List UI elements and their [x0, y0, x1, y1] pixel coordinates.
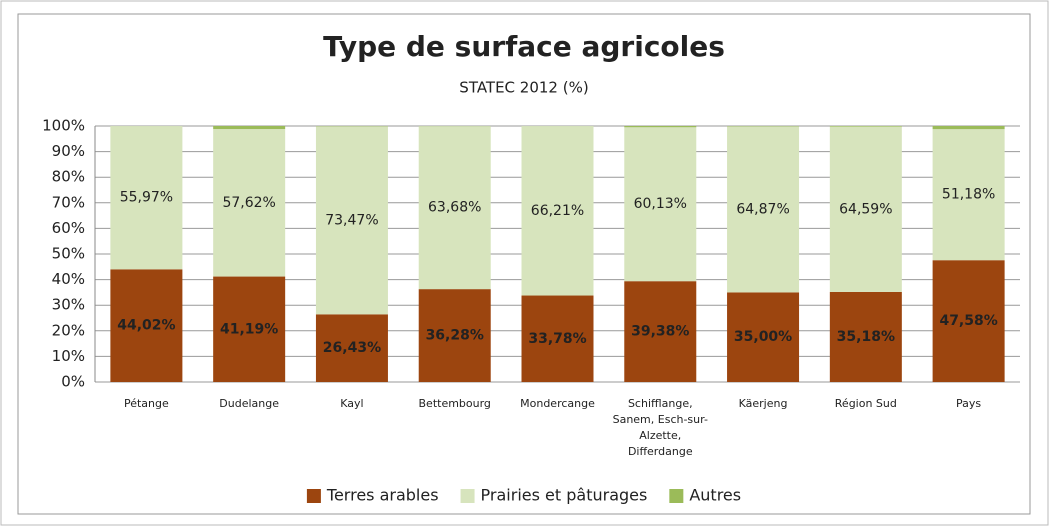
x-tick-label: Käerjeng	[738, 397, 788, 410]
value-label: 35,00%	[734, 329, 792, 345]
bar-segment	[213, 126, 286, 130]
y-tick-label: 20%	[52, 321, 85, 339]
y-tick-label: 50%	[52, 245, 85, 263]
legend-swatch	[306, 489, 321, 503]
bar-segment	[418, 289, 491, 382]
x-tick-label: Schifflange, Sanem, Esch-sur-Alzette, Di…	[612, 397, 708, 458]
chart-subtitle: STATEC 2012 (%)	[459, 79, 588, 97]
x-tick-label: Région Sud	[834, 397, 897, 410]
legend-label: Autres	[689, 486, 741, 505]
value-label: 36,28%	[426, 328, 484, 344]
value-label: 73,47%	[325, 212, 378, 228]
value-label: 63,68%	[428, 200, 481, 216]
y-tick-label: 0%	[61, 373, 85, 391]
y-tick-label: 60%	[52, 219, 85, 237]
value-label: 51,18%	[942, 187, 995, 203]
bar-segment	[213, 129, 286, 277]
y-tick-label: 80%	[52, 168, 85, 186]
bar-segment	[315, 314, 388, 382]
bar-segment	[521, 295, 594, 382]
bar-segment	[110, 126, 183, 270]
x-tick-label: Bettembourg	[418, 397, 491, 410]
bar-segment	[829, 126, 902, 127]
y-tick-label: 30%	[52, 296, 85, 314]
y-tick-label: 70%	[52, 193, 85, 211]
bar-segment	[932, 260, 1005, 382]
legend-label: Prairies et pâturages	[481, 486, 648, 505]
value-label: 41,19%	[220, 321, 278, 337]
bar-segment	[315, 126, 388, 315]
value-label: 33,78%	[528, 331, 586, 347]
x-tick-label: Mondercange	[520, 397, 595, 410]
y-tick-label: 100%	[42, 117, 85, 135]
value-label: 66,21%	[531, 203, 584, 219]
bar-segment	[418, 126, 491, 290]
bar-segment	[932, 129, 1005, 261]
value-label: 39,38%	[631, 324, 689, 340]
value-label: 35,18%	[837, 329, 895, 345]
bar-segment	[213, 276, 286, 382]
value-label: 47,58%	[939, 313, 997, 329]
value-label: 44,02%	[117, 318, 175, 334]
legend-swatch	[669, 489, 684, 503]
value-label: 26,43%	[323, 340, 381, 356]
bar-segment	[624, 281, 697, 382]
value-label: 60,13%	[634, 196, 687, 212]
x-tick-label: Pays	[956, 397, 982, 410]
y-tick-label: 90%	[52, 142, 85, 160]
value-label: 57,62%	[222, 195, 275, 211]
bar-segment	[727, 292, 800, 382]
value-label: 55,97%	[120, 190, 173, 206]
bar-segment	[829, 126, 902, 292]
value-label: 64,87%	[736, 201, 789, 217]
y-tick-label: 10%	[52, 347, 85, 365]
x-tick-label: Kayl	[340, 397, 364, 410]
value-label: 64,59%	[839, 201, 892, 217]
bar-segment	[829, 291, 902, 382]
x-tick-label: Pétange	[123, 397, 169, 410]
bar-segment	[624, 126, 697, 128]
y-tick-label: 40%	[52, 270, 85, 288]
x-tick-label: Dudelange	[219, 397, 280, 410]
chart-title: Type de surface agricoles	[323, 30, 725, 63]
bar-segment	[110, 269, 183, 382]
bar-segment	[727, 126, 800, 293]
bar-segment	[521, 126, 594, 296]
bar-segment	[932, 126, 1005, 130]
legend-swatch	[460, 489, 475, 503]
bar-segment	[624, 127, 697, 282]
legend-label: Terres arables	[326, 486, 439, 505]
